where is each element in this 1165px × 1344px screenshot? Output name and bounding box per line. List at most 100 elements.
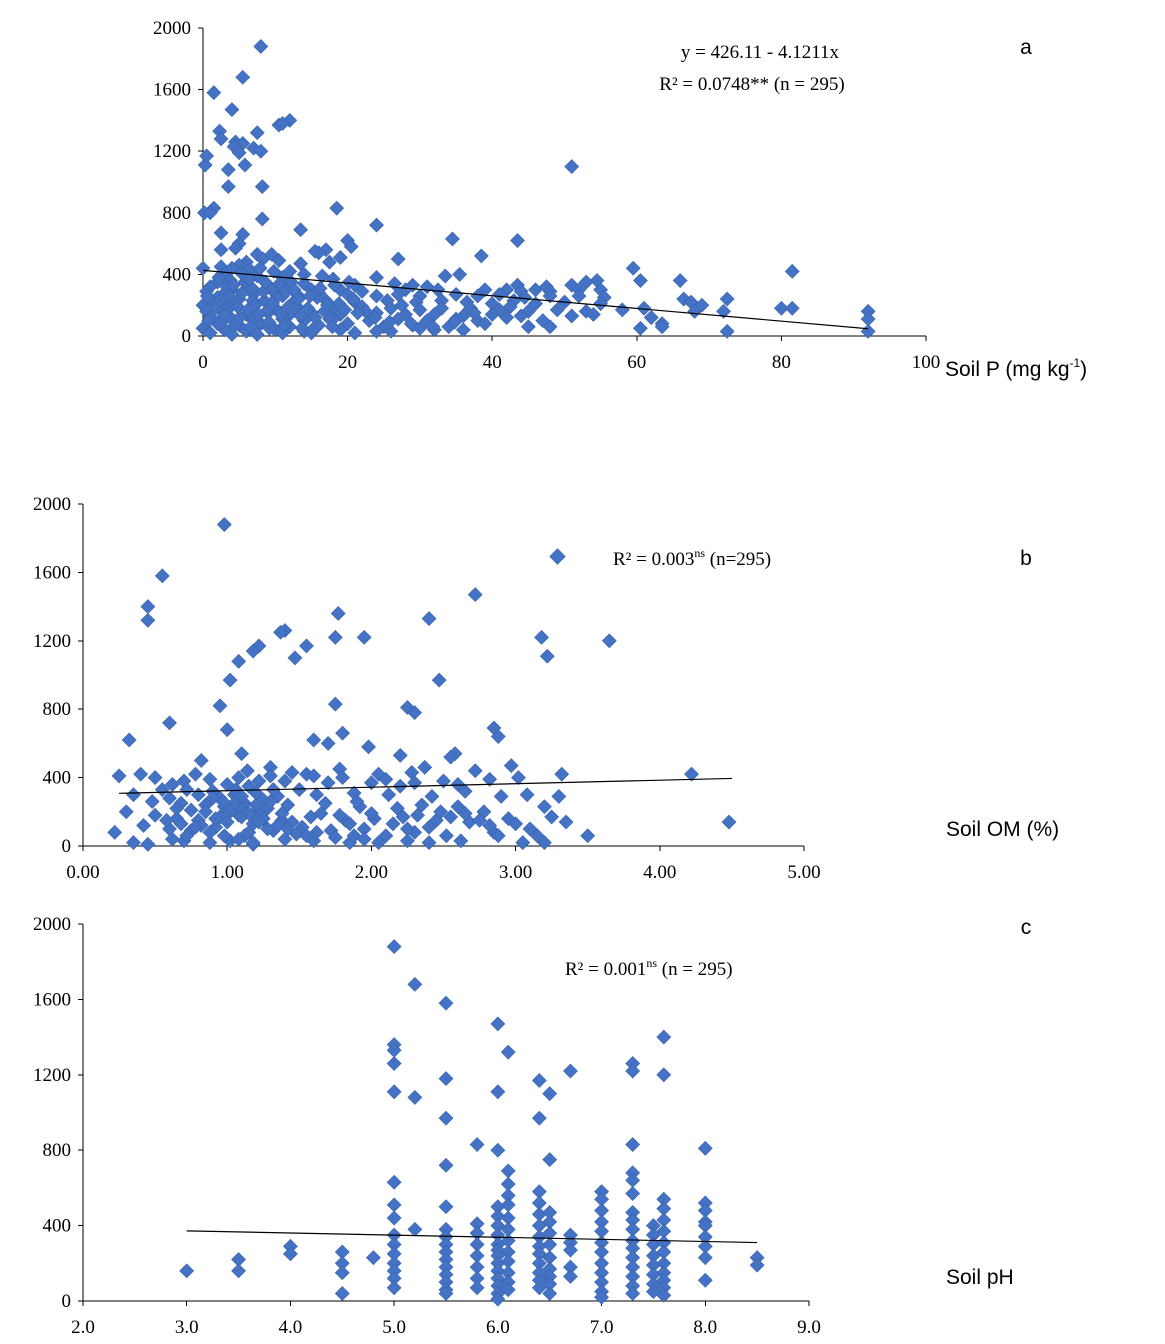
data-point (392, 747, 408, 763)
data-point (294, 320, 310, 336)
data-point (169, 800, 185, 816)
x-tick-label: 1.00 (211, 862, 244, 883)
data-point (716, 303, 731, 319)
x-tick-label: 7.0 (590, 1317, 614, 1338)
data-point (539, 648, 555, 664)
data-point (302, 288, 318, 304)
data-point (510, 233, 525, 248)
x-tick-label: 40 (483, 352, 502, 373)
data-point (205, 790, 221, 806)
data-point (367, 310, 383, 325)
data-point (263, 768, 278, 784)
data-point (231, 653, 247, 669)
y-tick-label: 1600 (33, 989, 71, 1010)
trendline-c (186, 1230, 758, 1244)
data-point (271, 253, 287, 268)
data-point (136, 818, 151, 833)
data-point (580, 828, 596, 844)
data-point (159, 812, 175, 828)
points-b (107, 517, 737, 852)
data-point (320, 735, 336, 751)
x-tick-label: 9.0 (797, 1317, 821, 1338)
data-point (784, 263, 800, 279)
data-point (350, 305, 366, 321)
x-tick-label: 8.0 (693, 1317, 717, 1338)
data-point (332, 250, 348, 265)
data-point (450, 777, 466, 792)
data-point (500, 1282, 516, 1298)
trendline-a (202, 269, 869, 330)
data-point (245, 835, 261, 851)
data-point (263, 794, 278, 809)
data-point (469, 1137, 485, 1152)
data-point (549, 302, 565, 318)
data-point (212, 698, 228, 714)
data-point (347, 325, 363, 341)
data-point (369, 270, 384, 285)
data-point (216, 308, 232, 324)
data-point (365, 1250, 381, 1266)
data-point (324, 319, 340, 335)
data-point (202, 771, 218, 787)
data-point (500, 1044, 516, 1060)
data-point (234, 285, 250, 301)
data-point (749, 1257, 765, 1273)
data-point (277, 317, 293, 333)
data-point (467, 587, 483, 603)
data-point (490, 1016, 506, 1032)
data-point (243, 319, 259, 335)
data-point (417, 759, 433, 775)
data-point (202, 325, 218, 341)
data-point (410, 807, 425, 823)
x-tick-label: 2.0 (71, 1317, 95, 1338)
data-point (147, 807, 163, 823)
y-tick-label: 800 (43, 1140, 72, 1161)
data-point (319, 297, 335, 313)
data-point (421, 835, 437, 851)
data-point (564, 159, 580, 175)
data-point (542, 1152, 558, 1168)
data-point (482, 818, 498, 833)
x-tick-label: 4.0 (279, 1317, 303, 1338)
data-point (421, 611, 437, 626)
y-tick-label: 0 (182, 326, 192, 347)
data-point (542, 1086, 558, 1102)
data-point (198, 804, 213, 820)
data-point (354, 283, 370, 299)
data-point (251, 773, 267, 789)
data-point (438, 1286, 454, 1301)
data-point (656, 1067, 672, 1083)
r-squared-c-tail: (n = 295) (657, 959, 733, 980)
panel-label-c: c (1021, 916, 1032, 939)
data-point (438, 1157, 454, 1173)
data-point (636, 300, 652, 316)
data-point (390, 251, 406, 267)
data-point (224, 102, 240, 118)
data-point (578, 274, 594, 290)
data-point (299, 638, 314, 654)
data-point (455, 322, 471, 338)
data-point (206, 85, 222, 101)
data-point (291, 782, 307, 797)
data-point (414, 797, 430, 813)
data-point (469, 1280, 485, 1296)
data-point (144, 794, 160, 809)
data-point (335, 770, 350, 786)
data-point (386, 1197, 402, 1213)
data-point (253, 143, 269, 159)
data-point (239, 763, 255, 779)
data-point (490, 1084, 506, 1100)
data-point (517, 290, 533, 305)
data-point (385, 816, 401, 832)
data-point (508, 816, 524, 832)
y-tick-label: 0 (62, 1291, 72, 1312)
data-point (697, 1272, 713, 1288)
data-point (386, 1056, 402, 1071)
x-tick-label: 5.0 (382, 1317, 406, 1338)
data-point (211, 270, 227, 285)
data-point (445, 231, 460, 247)
data-point (697, 1140, 713, 1156)
data-point (272, 276, 288, 292)
data-point (719, 291, 735, 307)
points-a (195, 39, 876, 342)
